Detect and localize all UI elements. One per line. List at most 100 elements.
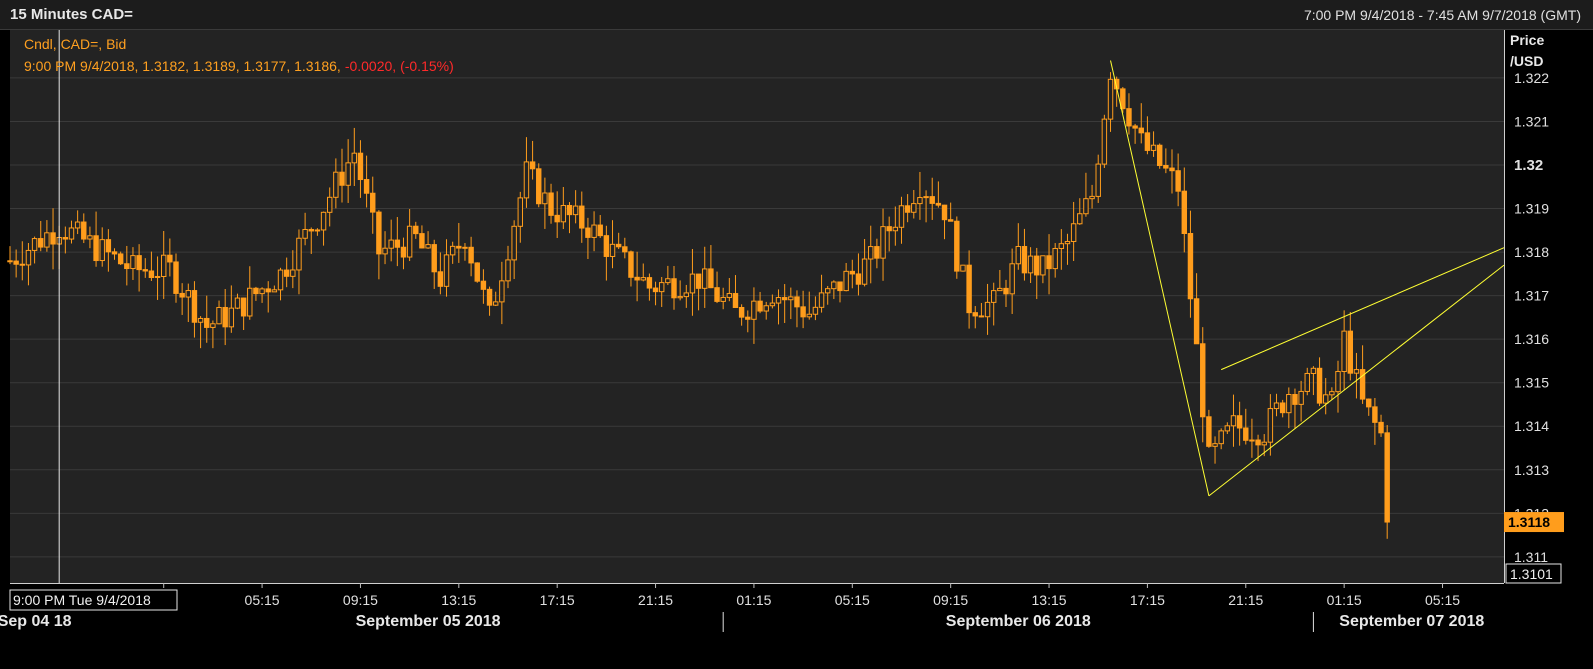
x-tick-label: 21:15 — [1228, 592, 1263, 608]
gridlines — [10, 77, 1504, 558]
date-label: Sep 04 18 — [0, 613, 72, 630]
candle-body — [419, 233, 425, 249]
candle-body — [665, 278, 671, 284]
candle-body — [591, 224, 597, 238]
legend-series-label: Cndl, CAD=, Bid — [24, 36, 126, 52]
candle-body — [1120, 88, 1126, 110]
x-tick-label: 13:15 — [1032, 592, 1067, 608]
candle-body — [1126, 108, 1132, 127]
candle-body — [745, 316, 751, 320]
candle-body — [1077, 213, 1083, 225]
candle-body — [511, 225, 517, 261]
price-axis-area — [1504, 30, 1593, 583]
candle-body — [499, 280, 505, 303]
price-axis-title: Price — [1510, 32, 1544, 48]
candle-body — [492, 301, 499, 306]
price-axis-unit: /USD — [1510, 53, 1543, 69]
date-label: September 06 2018 — [946, 613, 1091, 630]
candle-body — [1286, 394, 1292, 414]
candle-body — [136, 255, 142, 271]
candle-body — [947, 219, 954, 222]
candle-body — [1353, 369, 1360, 374]
candle-body — [677, 296, 683, 299]
candle-body — [855, 273, 862, 285]
candle-body — [954, 220, 960, 272]
candle-body — [210, 323, 216, 328]
candle-body — [898, 205, 905, 228]
candle-body — [1083, 198, 1089, 215]
candle-body — [997, 287, 1003, 292]
candle-body — [320, 211, 327, 231]
y-tick-label: 1.316 — [1514, 331, 1549, 347]
candle-body — [370, 192, 376, 213]
y-tick-label: 1.321 — [1514, 113, 1549, 129]
candle-body — [566, 204, 573, 216]
candle-body — [542, 192, 548, 205]
candle-body — [523, 161, 530, 199]
date-labels: Sep 04 18 September 05 2018 September 06 2… — [0, 613, 1484, 630]
candle-body — [93, 235, 99, 262]
candle-body — [7, 260, 13, 263]
candle-body — [437, 271, 444, 287]
candle-body — [732, 293, 739, 308]
candle-body — [326, 196, 333, 213]
candle-body — [50, 232, 56, 245]
candle-body — [702, 268, 708, 289]
candle-body — [1095, 163, 1101, 197]
candle-body — [394, 239, 401, 248]
candle-body — [173, 261, 179, 294]
candle-body — [179, 292, 185, 298]
candle-body — [1218, 430, 1224, 445]
candle-body — [536, 168, 542, 205]
trendline — [1220, 247, 1505, 371]
y-tick-label: 1.32 — [1514, 157, 1543, 174]
candle-body — [247, 287, 253, 317]
candle-body — [1261, 441, 1267, 446]
candle-body — [1249, 439, 1255, 442]
candle-body — [658, 282, 665, 293]
x-tick-label: 01:15 — [1327, 592, 1362, 608]
candle-body — [1212, 443, 1218, 447]
chart-header: 15 Minutes CAD= 7:00 PM 9/4/2018 - 7:45 … — [0, 0, 1593, 30]
candle-body — [806, 313, 812, 318]
candle-body — [130, 255, 136, 270]
candle-body — [105, 239, 112, 253]
y-tick-label: 1.311 — [1514, 549, 1548, 565]
candle-body — [160, 254, 167, 277]
candle-body — [431, 244, 437, 273]
candle-body — [345, 162, 351, 186]
date-label: September 07 2018 — [1339, 613, 1484, 630]
candle-body — [81, 221, 87, 240]
candle-body — [1175, 170, 1181, 192]
candle-body — [1366, 398, 1372, 408]
candle-body — [800, 306, 806, 318]
last-price-label: 1.3118 — [1508, 514, 1550, 530]
candle-body — [19, 263, 26, 266]
candle-body — [794, 296, 800, 308]
plot-area — [10, 30, 1504, 583]
date-range: 7:00 PM 9/4/2018 - 7:45 AM 9/7/2018 (GMT… — [1303, 7, 1581, 23]
chart-title: 15 Minutes CAD= — [10, 6, 133, 23]
candle-body — [726, 293, 733, 298]
candle-body — [763, 305, 769, 312]
y-tick-label: 1.317 — [1514, 288, 1549, 304]
candle-body — [1236, 415, 1243, 429]
candle-body — [640, 277, 646, 281]
candle-body — [265, 288, 271, 293]
candle-body — [622, 246, 628, 253]
candle-body — [357, 152, 364, 181]
candle-body — [1378, 421, 1384, 434]
candle-body — [1267, 408, 1274, 443]
trendline — [1208, 264, 1505, 497]
candle-body — [738, 306, 745, 318]
candle-body — [960, 264, 966, 272]
candle-body — [1156, 144, 1163, 167]
candle-body — [1193, 298, 1200, 345]
candle-body — [818, 292, 825, 308]
candle-body — [44, 232, 50, 248]
candle-body — [376, 211, 382, 255]
candle-body — [911, 203, 917, 213]
candle-body — [406, 225, 413, 258]
